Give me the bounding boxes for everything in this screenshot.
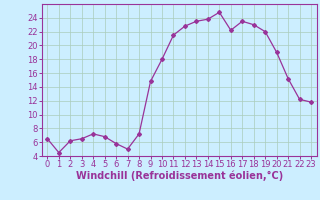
X-axis label: Windchill (Refroidissement éolien,°C): Windchill (Refroidissement éolien,°C) (76, 171, 283, 181)
